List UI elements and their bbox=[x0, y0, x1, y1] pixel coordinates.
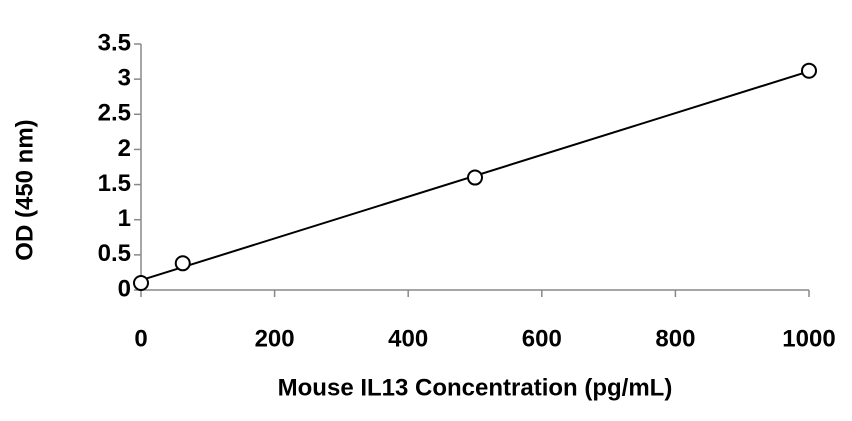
y-tick-label: 2 bbox=[118, 135, 131, 162]
x-tick-label: 400 bbox=[388, 325, 428, 352]
data-point bbox=[174, 255, 191, 272]
y-tick-label: 0 bbox=[118, 275, 131, 302]
x-axis-title: Mouse IL13 Concentration (pg/mL) bbox=[278, 374, 673, 401]
x-tick-label: 1000 bbox=[782, 325, 835, 352]
x-tick-label: 0 bbox=[134, 325, 147, 352]
y-tick-label: 0.5 bbox=[98, 240, 131, 267]
y-tick-label: 1 bbox=[118, 205, 131, 232]
y-tick-label: 2.5 bbox=[98, 100, 131, 127]
y-tick-label: 3.5 bbox=[98, 29, 131, 56]
y-tick-label: 1.5 bbox=[98, 170, 131, 197]
x-tick-label: 600 bbox=[522, 325, 562, 352]
y-axis-title: OD (450 nm) bbox=[11, 119, 38, 260]
data-point bbox=[801, 62, 817, 79]
x-tick-label: 200 bbox=[255, 325, 295, 352]
data-point bbox=[467, 169, 483, 186]
x-tick-label: 800 bbox=[655, 325, 695, 352]
data-point bbox=[133, 274, 149, 291]
y-tick-label: 3 bbox=[118, 64, 131, 91]
